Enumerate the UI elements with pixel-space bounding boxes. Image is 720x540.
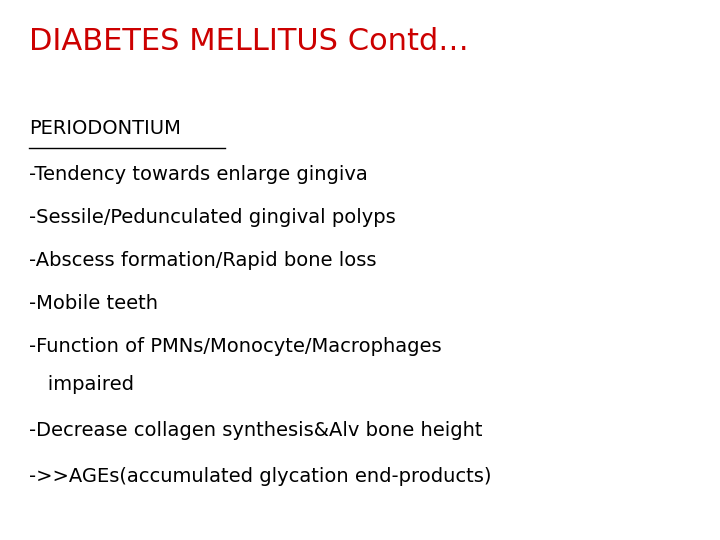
Text: ->>AGEs(accumulated glycation end-products): ->>AGEs(accumulated glycation end-produc…	[29, 467, 491, 486]
Text: -Mobile teeth: -Mobile teeth	[29, 294, 158, 313]
Text: impaired: impaired	[29, 375, 134, 394]
Text: -Sessile/Pedunculated gingival polyps: -Sessile/Pedunculated gingival polyps	[29, 208, 395, 227]
Text: -Abscess formation/Rapid bone loss: -Abscess formation/Rapid bone loss	[29, 251, 377, 270]
Text: -Tendency towards enlarge gingiva: -Tendency towards enlarge gingiva	[29, 165, 367, 184]
Text: -Decrease collagen synthesis&Alv bone height: -Decrease collagen synthesis&Alv bone he…	[29, 421, 482, 440]
Text: -Function of PMNs/Monocyte/Macrophages: -Function of PMNs/Monocyte/Macrophages	[29, 338, 441, 356]
Text: DIABETES MELLITUS Contd…: DIABETES MELLITUS Contd…	[29, 27, 469, 56]
Text: PERIODONTIUM: PERIODONTIUM	[29, 119, 181, 138]
